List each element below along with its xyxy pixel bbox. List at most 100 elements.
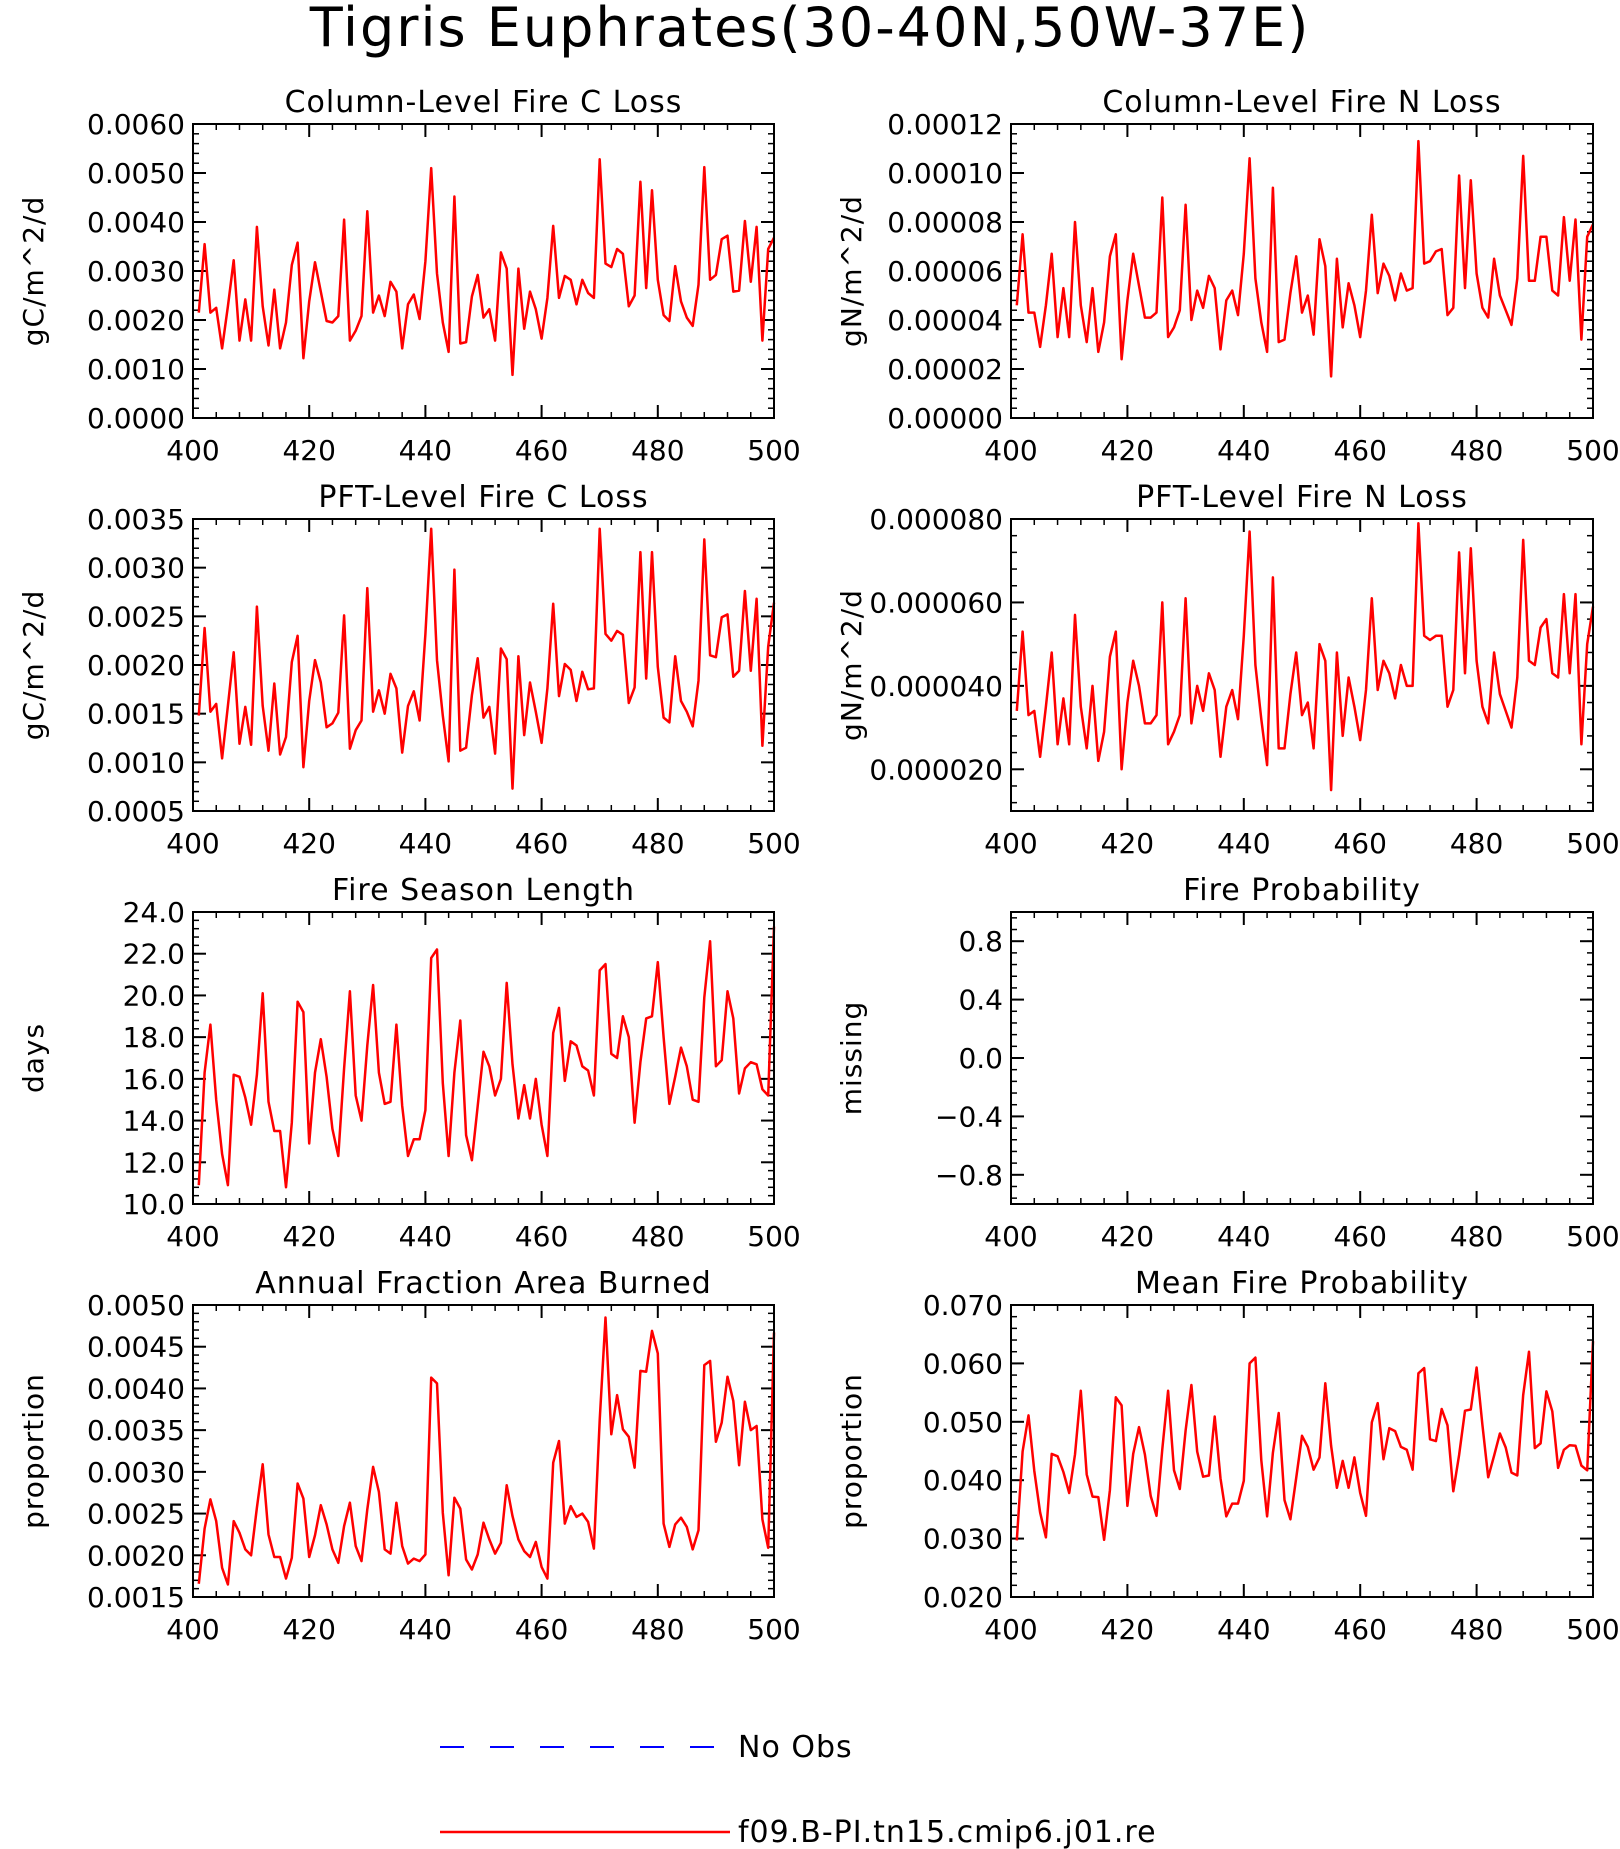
y-tick-label: −0.8 [935, 1159, 1003, 1192]
plot-frame [192, 518, 775, 812]
x-tick-label: 480 [631, 827, 684, 860]
plot-frame [1010, 123, 1594, 419]
plot-frame [192, 911, 775, 1205]
series-line-f09-b-pi-tn15-cmip6-j01-re [197, 926, 776, 1189]
x-tick-label: 400 [984, 827, 1037, 860]
y-axis-label: proportion [835, 1373, 868, 1529]
x-tick-label: 480 [1450, 1613, 1503, 1646]
y-axis-label: missing [835, 1001, 868, 1116]
y-tick-label: 0.0050 [87, 1289, 185, 1322]
series-line-f09-b-pi-tn15-cmip6-j01-re [1015, 521, 1595, 792]
x-tick-label: 400 [166, 1613, 219, 1646]
y-tick-label: 22.0 [123, 938, 185, 971]
x-tick-label: 480 [1450, 1220, 1503, 1253]
x-tick-label: 500 [747, 1220, 800, 1253]
panel-annual-fraction-area-burned: Annual Fraction Area Burned proportion 400… [17, 1266, 801, 1646]
y-tick-label: 0.0000 [87, 402, 185, 435]
legend: No Obs f09.B-PI.tn15.cmip6.j01.re [440, 1730, 1156, 1849]
y-tick-label: 0.030 [923, 1523, 1003, 1556]
y-tick-label: 14.0 [123, 1105, 185, 1138]
series-line-f09-b-pi-tn15-cmip6-j01-re [1015, 139, 1595, 378]
plot-frame [1010, 518, 1594, 812]
y-tick-label: 0.8 [958, 925, 1003, 958]
x-tick-label: 500 [747, 827, 800, 860]
y-tick-label: 0.000020 [869, 753, 1003, 786]
panel-pft-level-fire-c-loss: PFT-Level Fire C Loss gC/m^2/d 400 420 440 46… [17, 480, 801, 860]
y-tick-label: 0.0045 [87, 1331, 185, 1364]
x-tick-label: 440 [1217, 827, 1270, 860]
y-tick-label: 0.0035 [87, 503, 185, 536]
plot-frame [192, 123, 775, 419]
panel-title: PFT-Level Fire N Loss [1136, 480, 1468, 515]
x-tick-label: 420 [1101, 827, 1154, 860]
panel-title: Annual Fraction Area Burned [255, 1266, 712, 1301]
x-tick-label: 420 [282, 1613, 335, 1646]
x-tick-label: 420 [282, 1220, 335, 1253]
y-axis-label: proportion [17, 1373, 50, 1529]
y-tick-label: 0.0015 [87, 698, 185, 731]
y-tick-label: 0.00000 [887, 402, 1003, 435]
panel-title: Column-Level Fire N Loss [1102, 85, 1501, 120]
y-tick-label: 0.060 [923, 1347, 1003, 1380]
y-tick-label: 0.0010 [87, 746, 185, 779]
x-tick-label: 400 [984, 1613, 1037, 1646]
y-tick-label: 0.00012 [887, 108, 1003, 141]
x-tick-label: 440 [1217, 434, 1270, 467]
x-tick-label: 440 [399, 1613, 452, 1646]
x-tick-label: 420 [1101, 1613, 1154, 1646]
y-tick-label: 0.00004 [887, 304, 1003, 337]
y-axis-label: gC/m^2/d [17, 196, 50, 347]
panel-title: Fire Probability [1183, 873, 1421, 908]
y-tick-label: 0.00006 [887, 255, 1003, 288]
y-tick-label: 16.0 [123, 1063, 185, 1096]
x-tick-label: 440 [1217, 1220, 1270, 1253]
series-line-f09-b-pi-tn15-cmip6-j01-re [1015, 1341, 1595, 1542]
x-tick-label: 440 [399, 827, 452, 860]
x-tick-label: 420 [1101, 1220, 1154, 1253]
x-tick-label: 460 [1333, 434, 1386, 467]
panel-column-level-fire-n-loss: Column-Level Fire N Loss gN/m^2/d 400 420 44… [835, 85, 1620, 467]
panel-fire-probability: Fire Probability missing 400 420 440 460 480 50… [835, 873, 1620, 1253]
x-tick-label: 400 [166, 827, 219, 860]
x-tick-label: 420 [1101, 434, 1154, 467]
y-tick-label: 0.0030 [87, 255, 185, 288]
y-tick-label: 0.0025 [87, 600, 185, 633]
y-tick-label: 0.040 [923, 1464, 1003, 1497]
series-line-f09-b-pi-tn15-cmip6-j01-re [197, 1316, 776, 1586]
x-tick-label: 500 [747, 434, 800, 467]
y-tick-label: 0.0030 [87, 552, 185, 585]
y-tick-label: 20.0 [123, 979, 185, 1012]
panel-fire-season-length: Fire Season Length days 400 420 440 460 480 500… [17, 873, 801, 1253]
y-axis-label: days [17, 1023, 50, 1093]
y-tick-label: 0.070 [923, 1289, 1003, 1322]
x-tick-label: 460 [515, 434, 568, 467]
x-tick-label: 500 [1566, 1220, 1619, 1253]
x-tick-label: 440 [399, 434, 452, 467]
x-tick-label: 480 [631, 1613, 684, 1646]
x-tick-label: 400 [984, 434, 1037, 467]
y-tick-label: 0.00008 [887, 206, 1003, 239]
x-tick-label: 440 [1217, 1613, 1270, 1646]
y-axis-label: gC/m^2/d [17, 590, 50, 741]
y-tick-label: 0.4 [958, 984, 1003, 1017]
y-tick-label: 0.0060 [87, 108, 185, 141]
x-tick-label: 480 [1450, 827, 1503, 860]
x-tick-label: 460 [1333, 827, 1386, 860]
plot-frame [1010, 1304, 1594, 1598]
y-tick-label: 0.0040 [87, 206, 185, 239]
panel-column-level-fire-c-loss: Column-Level Fire C Loss gC/m^2/d 400 420 44… [17, 85, 801, 467]
x-tick-label: 500 [1566, 1613, 1619, 1646]
x-tick-label: 460 [515, 827, 568, 860]
x-tick-label: 460 [1333, 1613, 1386, 1646]
x-tick-label: 400 [984, 1220, 1037, 1253]
y-tick-label: 0.0 [958, 1042, 1003, 1075]
x-tick-label: 400 [166, 1220, 219, 1253]
y-tick-label: 0.00002 [887, 353, 1003, 386]
plot-frame [1010, 911, 1594, 1205]
x-tick-label: 420 [282, 434, 335, 467]
x-tick-label: 400 [166, 434, 219, 467]
y-tick-label: 0.000080 [869, 503, 1003, 536]
x-tick-label: 460 [515, 1220, 568, 1253]
panels: Column-Level Fire C Loss gC/m^2/d 400 420 44… [17, 85, 1620, 1646]
